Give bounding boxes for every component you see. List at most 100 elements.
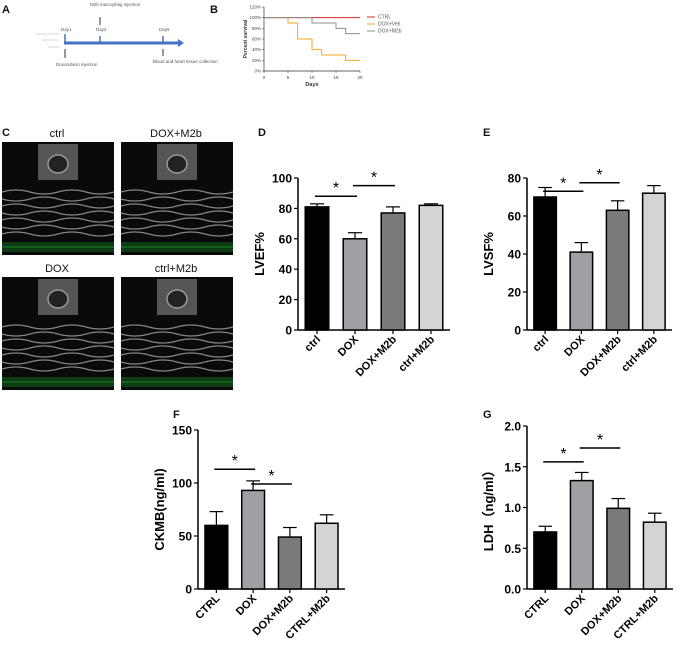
bar-ctrl [204,524,229,590]
x-tick-label: DOX+M2b [354,333,400,379]
bar-dox-m2b [277,536,303,590]
y-axis-label: LDH（ng/ml） [481,464,496,551]
legend-label: DOX+Veh [378,22,401,28]
x-tick-label: ctrl [303,334,324,355]
m-mode-trace [1,366,115,372]
significance-star: * [560,175,566,192]
x-tick-label: 15 [333,75,339,80]
m-mode-trace [120,189,234,195]
collection-label: Blood and heart tissue collection [153,59,218,64]
y-tick-label: 40 [279,263,293,277]
x-tick-label: CTRL [522,592,551,621]
y-tick-label: 80 [279,202,293,216]
bar-dox-m2b [380,212,406,331]
legend-label: CTRL [378,15,391,21]
x-tick-label: DOX [562,333,588,359]
m-mode-trace [1,210,115,216]
y-axis-label: Percent survival [243,19,249,58]
survival-line-dox-veh [264,17,360,61]
panel-label-f: F [173,409,180,421]
y-tick-label: 2.0 [504,420,521,434]
x-tick-label: ctrl+M2b [619,333,660,374]
x-tick-label: CTRL [193,592,222,621]
significance-star: * [371,170,377,187]
y-tick-label: 80% [252,26,261,31]
x-tick-label: DOX [336,333,362,359]
heart-view [166,154,188,174]
bar-dox [569,479,594,590]
m-mode-trace [1,324,115,330]
y-tick-label: 20 [279,293,293,307]
y-tick-label: 40% [252,47,261,52]
y-tick-label: 120% [249,5,261,10]
x-tick-label: ctrl+M2b [396,333,437,374]
bar-dox-m2b [605,209,630,331]
bar-ctrl-m2b [641,192,666,331]
y-tick-label: 60% [252,37,261,42]
y-tick-label: 0 [185,583,192,597]
y-tick-label: 100 [272,172,292,186]
m-mode-trace [1,203,115,209]
significance-star: * [232,453,238,470]
panel-label-c: C [2,127,10,139]
panel-label-g: G [483,409,492,421]
x-tick-label: 0 [263,75,266,80]
significance-star: * [560,446,566,463]
m-mode-trace [1,345,115,351]
significance-star: * [268,468,274,485]
echo-images: ctrl DOX+M2b DOX ctrl+M2b [1,128,234,390]
y-tick-label: 0 [514,324,521,338]
y-tick-label: 0.0 [504,583,521,597]
m-mode-trace [120,352,234,358]
echo-label: ctrl [50,128,65,140]
m-mode-trace [120,231,234,237]
heart-view [47,289,69,309]
y-tick-label: 60 [279,232,293,246]
dox-injection-label: Doxorubicin injection [56,62,98,67]
bar-ctrl [533,531,558,590]
y-axis-label: LVSF% [481,232,496,276]
m-mode-trace [120,324,234,330]
m-mode-trace [120,331,234,337]
timeline: Day1 Day2 Day5 M2b macrophag injection D… [36,2,218,67]
bar-dox [342,238,368,331]
bar-ctrl [304,206,330,331]
significance-star: * [596,167,602,184]
m-mode-trace [1,217,115,223]
day5-label: Day5 [159,27,170,32]
m-mode-trace [1,359,115,365]
m-mode-trace [1,352,115,358]
m-mode-trace [120,338,234,344]
m-mode-trace [1,231,115,237]
m-mode-trace [1,224,115,230]
x-tick-label: 5 [287,75,290,80]
x-tick-label: 20 [357,75,363,80]
significance-star: * [597,432,603,449]
bar-ctrl [533,196,558,331]
injection-label: M2b macrophag injection [90,2,141,7]
panel-label-e: E [483,127,490,139]
x-tick-label: DOX [234,592,260,618]
y-tick-label: 1.5 [504,460,521,474]
y-tick-label: 20 [508,286,522,300]
y-tick-label: 60 [508,210,522,224]
y-tick-label: 0% [254,69,261,74]
bar-dox [569,251,594,331]
m-mode-trace [120,359,234,365]
m-mode-trace [1,331,115,337]
bar-dox [240,489,266,590]
y-tick-label: 0 [285,324,292,338]
m-mode-trace [1,189,115,195]
y-axis-label: CKMB(ng/ml) [152,468,167,550]
bar-ctrl-m2b [314,522,339,590]
x-tick-label: 10 [309,75,315,80]
bar-ctrl-m2b [418,204,444,331]
m-mode-trace [120,217,234,223]
echo-label: ctrl+M2b [155,263,198,275]
y-tick-label: 20% [252,58,261,63]
y-axis-label: LVEF% [252,232,267,276]
